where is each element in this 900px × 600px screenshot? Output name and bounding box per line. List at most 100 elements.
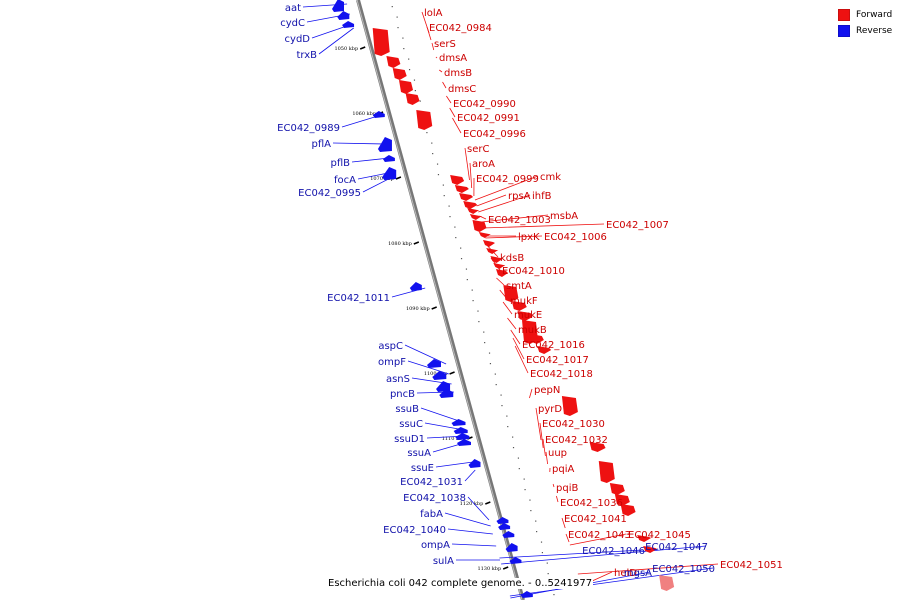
gene-label-ec042-0991: EC042_0991 xyxy=(457,113,520,124)
legend-reverse-label: Reverse xyxy=(856,26,893,36)
genome-backbone xyxy=(356,0,525,600)
minor-tick-41 xyxy=(512,436,514,438)
gene-label-ihfb: ihfB xyxy=(532,191,552,202)
connector-mukb xyxy=(507,317,517,330)
minor-tick-12 xyxy=(426,132,428,134)
gene-label-ec042-1006: EC042_1006 xyxy=(544,232,607,243)
minor-tick-28 xyxy=(472,300,474,302)
forward-gene-feature xyxy=(637,535,652,542)
forward-gene-feature xyxy=(598,461,615,483)
minor-tick-14 xyxy=(432,153,434,155)
minor-tick-16 xyxy=(437,174,440,176)
reverse-gene-feature xyxy=(457,439,471,446)
gene-label-ec042-1051: EC042_1051 xyxy=(720,560,783,571)
gene-label-smta: smtA xyxy=(506,281,532,292)
connector-ec042-1043 xyxy=(565,533,570,543)
major-tick-mark xyxy=(485,501,491,505)
minor-tick-43 xyxy=(517,457,520,459)
gene-label-ec042-1036: EC042_1036 xyxy=(560,498,623,509)
connector-ec042-1050 xyxy=(509,567,714,597)
forward-gene-feature xyxy=(609,483,625,495)
gene-label-ec042-1010: EC042_1010 xyxy=(502,266,565,277)
gene-label-mukb: mukB xyxy=(518,325,547,336)
gene-label-dmsa: dmsA xyxy=(439,53,467,64)
gene-label-ec042-1041: EC042_1041 xyxy=(564,514,627,525)
gene-label-ec042-1050: EC042_1050 xyxy=(652,564,715,575)
connector-ssub xyxy=(420,407,463,423)
forward-gene-feature xyxy=(386,56,401,68)
gene-label-ec042-0990: EC042_0990 xyxy=(453,99,516,110)
connector-ec042-1030 xyxy=(539,422,544,449)
gene-label-pfla: pflA xyxy=(312,139,332,150)
forward-gene-feature xyxy=(486,248,499,254)
minor-tick-31 xyxy=(483,331,485,333)
forward-gene-feature xyxy=(659,575,675,591)
connector-ec042-1040 xyxy=(447,528,493,535)
minor-tick-13 xyxy=(431,142,433,144)
tick-label: 1070 kbp xyxy=(370,176,394,182)
gene-labels: lolA EC042_0984 serS dmsA dmsB dmsC EC042_0990… xyxy=(277,3,783,579)
reverse-gene-feature xyxy=(332,0,344,12)
minor-tick-32 xyxy=(484,342,486,344)
forward-gene-feature xyxy=(372,28,390,56)
gene-label-cmk: cmk xyxy=(540,172,561,183)
gene-label-ompf: ompF xyxy=(378,357,406,368)
minor-tick-47 xyxy=(529,499,531,501)
reverse-gene-feature xyxy=(496,517,509,524)
reverse-gene-feature xyxy=(453,427,468,434)
forward-gene-feature xyxy=(399,80,413,94)
forward-gene-feature xyxy=(490,256,503,263)
connector-ec042-1046 xyxy=(499,549,644,559)
gene-label-ec042-1032: EC042_1032 xyxy=(545,435,608,446)
legend-reverse: Reverse xyxy=(838,24,892,38)
reverse-gene-feature xyxy=(439,389,454,398)
gene-label-dmsb: dmsB xyxy=(444,68,472,79)
gene-label-ssud1: ssuD1 xyxy=(394,434,425,445)
gene-label-ec042-0989: EC042_0989 xyxy=(277,123,340,134)
connector-muke xyxy=(502,301,513,315)
connector-pflb xyxy=(351,157,390,163)
reverse-gene-feature xyxy=(377,137,392,152)
connector-ec042-1036 xyxy=(556,495,559,503)
minor-tick-5 xyxy=(408,58,410,60)
gene-label-cydc: cydC xyxy=(280,18,305,29)
forward-gene-feature xyxy=(469,214,482,220)
major-tick-mark xyxy=(359,46,366,50)
connector-ec042-1032 xyxy=(542,438,546,457)
connector-ec042-1047 xyxy=(501,545,707,565)
tick-label: 1090 kbp xyxy=(406,306,430,312)
reverse-gene-feature xyxy=(451,419,466,426)
connector-dmsc xyxy=(442,81,447,89)
connector-dmsa xyxy=(435,56,438,59)
reverse-gene-feature xyxy=(382,167,397,180)
gene-label-faba: fabA xyxy=(420,509,443,520)
gene-label-dmsc: dmsC xyxy=(448,84,476,95)
connector-ompf xyxy=(407,360,449,375)
connector-ec042-0989 xyxy=(341,115,379,128)
gene-label-aroa: aroA xyxy=(472,159,495,170)
connector-pepn xyxy=(529,388,533,399)
connector-ec042-1017 xyxy=(512,337,525,360)
minor-tick-50 xyxy=(536,531,538,533)
connector-ec042-1031 xyxy=(464,469,476,482)
connector-ec042-0991 xyxy=(449,107,456,118)
gene-label-serc: serC xyxy=(467,144,489,155)
gene-label-pqia: pqiA xyxy=(552,464,574,475)
major-tick-mark xyxy=(413,241,420,245)
gene-label-ec042-1007: EC042_1007 xyxy=(606,220,669,231)
reverse-gene-feature xyxy=(382,155,395,162)
minor-tick-1 xyxy=(396,16,398,18)
gene-label-pepn: pepN xyxy=(534,385,560,396)
reverse-gene-feature xyxy=(509,557,522,564)
forward-gene-feature xyxy=(561,396,578,416)
gene-label-sers: serS xyxy=(434,39,456,50)
gene-label-mukf: mukF xyxy=(510,296,538,307)
gene-label-ec042-1046: EC042_1046 xyxy=(582,546,645,557)
gene-label-pyrd: pyrD xyxy=(538,404,562,415)
forward-gene-feature xyxy=(463,201,478,209)
connector-dmsb xyxy=(439,69,443,73)
connector-ec042-1006 xyxy=(485,235,543,239)
gene-label-pqib: pqiB xyxy=(556,483,578,494)
gene-label-ec042-1040: EC042_1040 xyxy=(383,525,446,536)
tick-label: 1100 kbp xyxy=(424,371,448,377)
